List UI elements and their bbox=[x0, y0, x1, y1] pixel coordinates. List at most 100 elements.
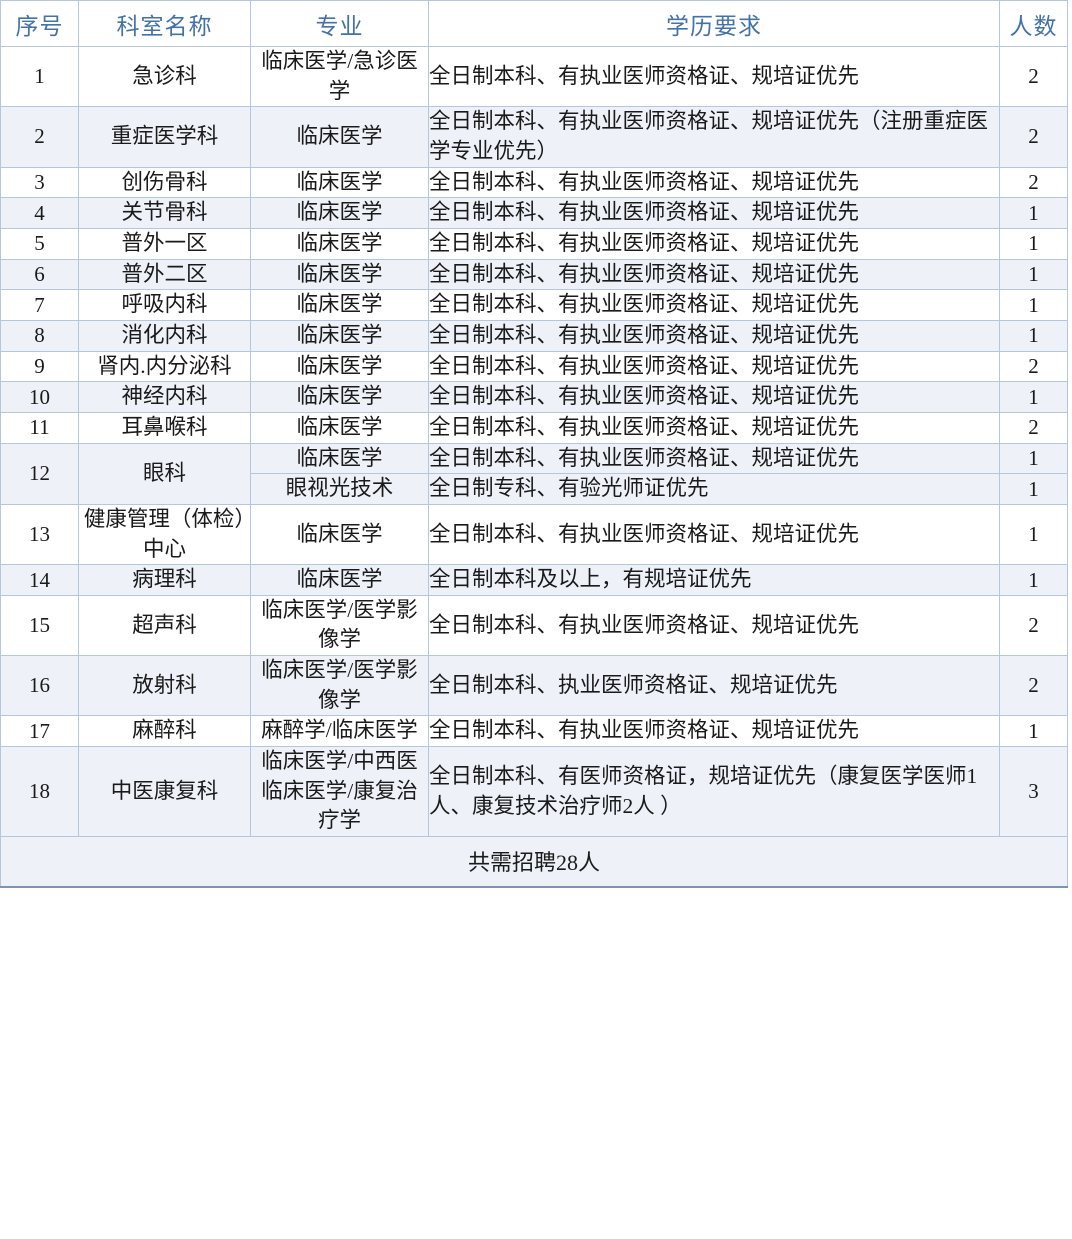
recruitment-table-sheet: 序号 科室名称 专业 学历要求 人数 1 急诊科 临床医学/急诊医学 全日制本科、有执… bbox=[0, 0, 1068, 888]
cell-index: 15 bbox=[0, 594, 79, 657]
cell-requirements: 全日制本科、有执业医师资格证、规培证优先 bbox=[428, 258, 1000, 291]
cell-count: 1 bbox=[999, 473, 1068, 505]
cell-major: 临床医学 bbox=[250, 411, 429, 444]
table-row: 14 病理科 临床医学 全日制本科及以上，有规培证优先 1 bbox=[0, 564, 1068, 596]
table-row: 2 重症医学科 临床医学 全日制本科、有执业医师资格证、规培证优先（注册重症医学专业优… bbox=[0, 106, 1068, 168]
cell-index: 6 bbox=[0, 258, 79, 291]
table-row: 6 普外二区 临床医学 全日制本科、有执业医师资格证、规培证优先 1 bbox=[0, 258, 1068, 291]
column-header-requirements: 学历要求 bbox=[428, 0, 1000, 47]
cell-requirements: 全日制本科、有执业医师资格证、规培证优先 bbox=[428, 350, 1000, 383]
cell-requirements: 全日制本科、有执业医师资格证、规培证优先（注册重症医学专业优先） bbox=[428, 106, 1000, 168]
column-header-department: 科室名称 bbox=[78, 0, 251, 47]
cell-department: 眼科 bbox=[78, 442, 251, 505]
cell-count: 2 bbox=[999, 106, 1068, 168]
cell-index: 18 bbox=[0, 746, 79, 838]
cell-major: 临床医学/急诊医学 bbox=[250, 45, 429, 108]
cell-requirements: 全日制本科、有医师资格证，规培证优先（康复医学医师1人、康复技术治疗师2人 ） bbox=[428, 746, 1000, 838]
cell-count: 1 bbox=[999, 564, 1068, 596]
cell-major: 临床医学 bbox=[250, 503, 429, 566]
cell-department: 病理科 bbox=[78, 564, 251, 596]
table-row: 7 呼吸内科 临床医学 全日制本科、有执业医师资格证、规培证优先 1 bbox=[0, 289, 1068, 321]
cell-index: 11 bbox=[0, 411, 79, 444]
cell-major: 临床医学 bbox=[250, 258, 429, 291]
cell-count: 1 bbox=[999, 258, 1068, 291]
cell-major: 临床医学 bbox=[250, 319, 429, 352]
cell-requirements: 全日制本科、有执业医师资格证、规培证优先 bbox=[428, 594, 1000, 657]
cell-major: 临床医学/医学影像学 bbox=[250, 594, 429, 657]
table-row: 15 超声科 临床医学/医学影像学 全日制本科、有执业医师资格证、规培证优先 2 bbox=[0, 594, 1068, 657]
cell-requirements: 全日制本科、有执业医师资格证、规培证优先 bbox=[428, 319, 1000, 352]
cell-department: 普外一区 bbox=[78, 227, 251, 260]
cell-index: 2 bbox=[0, 106, 79, 168]
cell-index: 17 bbox=[0, 715, 79, 748]
cell-count: 2 bbox=[999, 594, 1068, 657]
cell-department: 重症医学科 bbox=[78, 106, 251, 168]
table-row: 16 放射科 临床医学/医学影像学 全日制本科、执业医师资格证、规培证优先 2 bbox=[0, 655, 1068, 717]
cell-department: 急诊科 bbox=[78, 45, 251, 108]
cell-requirements: 全日制本科、有执业医师资格证、规培证优先 bbox=[428, 442, 1000, 475]
cell-department: 放射科 bbox=[78, 655, 251, 717]
cell-index: 9 bbox=[0, 350, 79, 383]
cell-index: 13 bbox=[0, 503, 79, 566]
cell-major: 临床医学 bbox=[250, 289, 429, 321]
table-row: 12 眼科 临床医学 全日制本科、有执业医师资格证、规培证优先 1 bbox=[0, 442, 1068, 505]
table-row: 4 关节骨科 临床医学 全日制本科、有执业医师资格证、规培证优先 1 bbox=[0, 197, 1068, 229]
cell-requirements: 全日制本科、有执业医师资格证、规培证优先 bbox=[428, 166, 1000, 199]
cell-index: 8 bbox=[0, 319, 79, 352]
cell-count: 1 bbox=[999, 319, 1068, 352]
cell-count: 2 bbox=[999, 655, 1068, 717]
cell-department: 消化内科 bbox=[78, 319, 251, 352]
cell-major: 临床医学/中西医临床医学/康复治疗学 bbox=[250, 746, 429, 838]
cell-count: 2 bbox=[999, 166, 1068, 199]
cell-count: 1 bbox=[999, 227, 1068, 260]
cell-index: 16 bbox=[0, 655, 79, 717]
cell-requirements: 全日制本科、有执业医师资格证、规培证优先 bbox=[428, 715, 1000, 748]
cell-major: 麻醉学/临床医学 bbox=[250, 715, 429, 748]
cell-index: 5 bbox=[0, 227, 79, 260]
cell-major: 临床医学 bbox=[250, 564, 429, 596]
cell-major: 临床医学 bbox=[250, 350, 429, 383]
summary-row: 共需招聘28人 bbox=[0, 836, 1068, 888]
cell-requirements: 全日制专科、有验光师证优先 bbox=[428, 473, 1000, 505]
table-row: 眼视光技术 全日制专科、有验光师证优先 1 bbox=[1, 473, 1068, 505]
total-recruitment-summary: 共需招聘28人 bbox=[0, 836, 1068, 888]
cell-major: 临床医学 bbox=[250, 197, 429, 229]
cell-requirements: 全日制本科、有执业医师资格证、规培证优先 bbox=[428, 197, 1000, 229]
cell-department: 健康管理（体检）中心 bbox=[78, 503, 251, 566]
cell-department: 普外二区 bbox=[78, 258, 251, 291]
cell-index: 7 bbox=[0, 289, 79, 321]
cell-index: 12 bbox=[0, 442, 79, 505]
column-header-index: 序号 bbox=[0, 0, 79, 47]
cell-department: 中医康复科 bbox=[78, 746, 251, 838]
table-row: 3 创伤骨科 临床医学 全日制本科、有执业医师资格证、规培证优先 2 bbox=[0, 166, 1068, 199]
cell-count: 2 bbox=[999, 411, 1068, 444]
table-row: 18 中医康复科 临床医学/中西医临床医学/康复治疗学 全日制本科、有医师资格证，规培… bbox=[0, 746, 1068, 838]
cell-index: 14 bbox=[0, 564, 79, 596]
cell-requirements: 全日制本科、有执业医师资格证、规培证优先 bbox=[428, 503, 1000, 566]
table-row: 10 神经内科 临床医学 全日制本科、有执业医师资格证、规培证优先 1 bbox=[0, 381, 1068, 413]
cell-requirements: 全日制本科、有执业医师资格证、规培证优先 bbox=[428, 227, 1000, 260]
cell-major: 临床医学 bbox=[250, 442, 429, 475]
cell-requirements: 全日制本科、执业医师资格证、规培证优先 bbox=[428, 655, 1000, 717]
table-header: 序号 科室名称 专业 学历要求 人数 bbox=[0, 0, 1068, 47]
cell-requirements: 全日制本科、有执业医师资格证、规培证优先 bbox=[428, 381, 1000, 413]
table-body: 1 急诊科 临床医学/急诊医学 全日制本科、有执业医师资格证、规培证优先 2 2 重症医学科… bbox=[0, 45, 1068, 838]
table-row: 17 麻醉科 麻醉学/临床医学 全日制本科、有执业医师资格证、规培证优先 1 bbox=[0, 715, 1068, 748]
cell-department: 关节骨科 bbox=[78, 197, 251, 229]
cell-major: 临床医学 bbox=[250, 381, 429, 413]
cell-department: 麻醉科 bbox=[78, 715, 251, 748]
cell-department: 创伤骨科 bbox=[78, 166, 251, 199]
cell-department: 超声科 bbox=[78, 594, 251, 657]
table-footer: 共需招聘28人 bbox=[0, 836, 1068, 888]
cell-index: 1 bbox=[0, 45, 79, 108]
cell-requirements: 全日制本科、有执业医师资格证、规培证优先 bbox=[428, 45, 1000, 108]
cell-count: 3 bbox=[999, 746, 1068, 838]
cell-major: 临床医学 bbox=[250, 166, 429, 199]
cell-count: 1 bbox=[999, 381, 1068, 413]
cell-index: 10 bbox=[0, 381, 79, 413]
cell-department: 耳鼻喉科 bbox=[78, 411, 251, 444]
cell-index: 3 bbox=[0, 166, 79, 199]
cell-count: 1 bbox=[999, 289, 1068, 321]
table-row: 8 消化内科 临床医学 全日制本科、有执业医师资格证、规培证优先 1 bbox=[0, 319, 1068, 352]
cell-count: 1 bbox=[999, 197, 1068, 229]
